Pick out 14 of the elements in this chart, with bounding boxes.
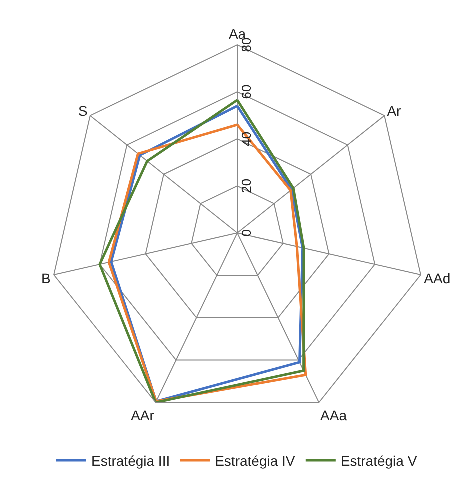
y-tick-label: 0 xyxy=(239,230,254,237)
y-tick-label: 60 xyxy=(239,84,254,100)
y-tick-label: 80 xyxy=(239,38,254,52)
legend-label: Estratégia V xyxy=(340,452,418,469)
spoke-label: AAd xyxy=(424,270,451,287)
spoke-label: Ar xyxy=(387,102,402,119)
spoke-label: B xyxy=(41,270,51,287)
y-tick-label: 40 xyxy=(239,132,254,146)
spoke-label: S xyxy=(78,102,88,119)
legend-label: Estratégia III xyxy=(92,452,170,469)
y-tick-label: 20 xyxy=(239,178,254,194)
spoke-label: AAa xyxy=(320,407,348,424)
spoke-label: AAr xyxy=(131,407,155,424)
legend-label: Estratégia IV xyxy=(215,452,296,469)
